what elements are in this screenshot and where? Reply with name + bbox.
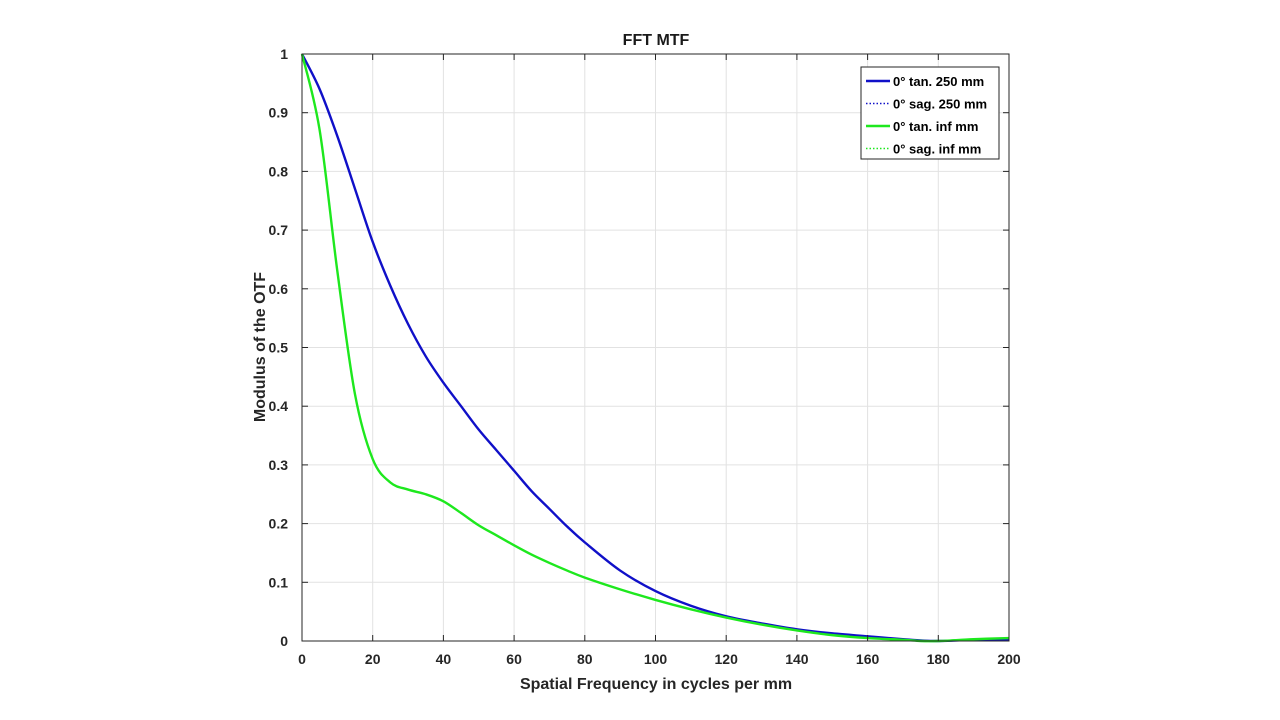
x-tick-label: 40: [436, 651, 452, 667]
y-tick-label: 0.9: [269, 105, 289, 121]
y-tick-label: 0.3: [269, 457, 289, 473]
x-tick-label: 160: [856, 651, 880, 667]
chart-title: FFT MTF: [623, 32, 690, 49]
legend-label-sag-inf-mm: 0° sag. inf mm: [893, 142, 981, 157]
y-tick-label: 0.1: [269, 574, 289, 590]
y-axis-label: Modulus of the OTF: [252, 272, 269, 422]
x-tick-label: 180: [927, 651, 951, 667]
axis-ticks: 0 20 40 60 80 100 120 140 160 180 200 0 0.1 0.2 0.3 0.4…: [269, 46, 1021, 667]
y-tick-label: 0: [280, 633, 288, 649]
x-tick-label: 0: [298, 651, 306, 667]
x-tick-label: 100: [644, 651, 668, 667]
legend-box: [860, 66, 1000, 160]
y-tick-label: 0.5: [269, 340, 289, 356]
y-tick-label: 0.2: [269, 516, 289, 532]
legend: 0° tan. 250 mm 0° sag. 250 mm 0° tan. inf …: [860, 66, 1000, 160]
legend-label-tan-250mm: 0° tan. 250 mm: [893, 74, 984, 89]
y-tick-label: 0.8: [269, 163, 289, 179]
legend-label-sag-250mm: 0° sag. 250 mm: [893, 97, 987, 112]
y-tick-label: 1: [280, 46, 288, 62]
x-tick-label: 80: [577, 651, 593, 667]
x-tick-label: 20: [365, 651, 381, 667]
y-tick-label: 0.6: [269, 281, 289, 297]
y-tick-label: 0.4: [269, 398, 289, 414]
x-tick-label: 60: [506, 651, 522, 667]
x-tick-label: 200: [997, 651, 1021, 667]
y-tick-label: 0.7: [269, 222, 289, 238]
series-line-sag-250mm: [301, 53, 1010, 642]
x-axis-label: Spatial Frequency in cycles per mm: [520, 676, 792, 693]
x-tick-label: 140: [785, 651, 809, 667]
legend-label-tan-inf-mm: 0° tan. inf mm: [893, 119, 978, 134]
x-tick-label: 120: [715, 651, 739, 667]
